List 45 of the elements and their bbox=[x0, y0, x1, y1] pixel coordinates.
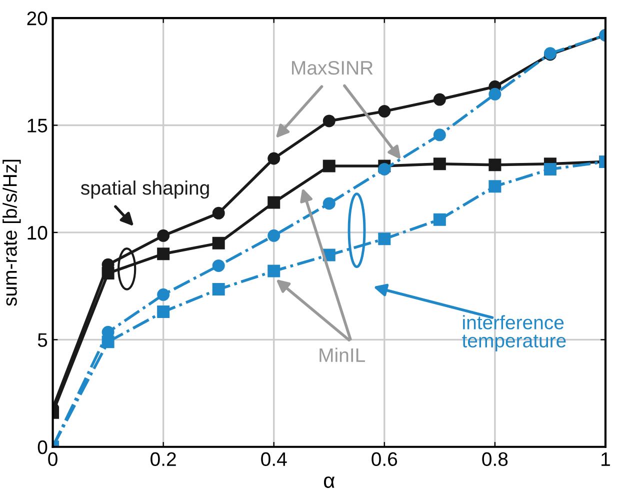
y-axis-title: sum-rate [b/s/Hz] bbox=[2, 160, 21, 306]
point bbox=[322, 160, 336, 172]
y-tick-label: 20 bbox=[27, 12, 48, 26]
annotation: interference temperature bbox=[462, 315, 566, 352]
point bbox=[322, 197, 336, 210]
point bbox=[157, 229, 170, 242]
annotation: MinIL bbox=[320, 348, 365, 362]
point bbox=[322, 114, 336, 128]
x-tick-label: 0.8 bbox=[482, 452, 508, 466]
point bbox=[544, 162, 556, 176]
x-tick-label: 1 bbox=[602, 452, 610, 466]
x-tick-label: 0.2 bbox=[150, 452, 176, 466]
y-tick-label: 10 bbox=[28, 226, 48, 240]
point bbox=[102, 266, 114, 280]
point bbox=[268, 152, 280, 165]
x-tick-label: 0.6 bbox=[372, 452, 398, 466]
point bbox=[433, 128, 446, 142]
point bbox=[433, 93, 446, 106]
point bbox=[157, 248, 170, 260]
point bbox=[488, 88, 502, 100]
point bbox=[488, 180, 502, 193]
point bbox=[433, 213, 446, 226]
x-tick-label: 0.4 bbox=[261, 452, 287, 466]
point bbox=[378, 105, 391, 118]
point bbox=[212, 283, 225, 296]
point bbox=[212, 236, 225, 250]
annotation: spatial shaping bbox=[80, 180, 209, 199]
x-axis-title: α bbox=[324, 476, 335, 488]
annotation: MaxSINR bbox=[292, 60, 373, 75]
y-tick-label: 0 bbox=[38, 440, 48, 454]
point bbox=[378, 232, 391, 246]
point bbox=[157, 306, 170, 318]
x-tick-label: 0 bbox=[48, 452, 58, 466]
point bbox=[157, 288, 170, 301]
point bbox=[488, 158, 502, 172]
point bbox=[268, 229, 280, 242]
point bbox=[433, 158, 446, 170]
point bbox=[378, 162, 391, 176]
point bbox=[102, 336, 114, 348]
point bbox=[268, 264, 280, 278]
y-tick-label: 5 bbox=[38, 333, 48, 347]
point bbox=[212, 259, 225, 272]
y-tick-label: 15 bbox=[28, 118, 48, 132]
point bbox=[268, 196, 280, 209]
point bbox=[212, 206, 225, 220]
